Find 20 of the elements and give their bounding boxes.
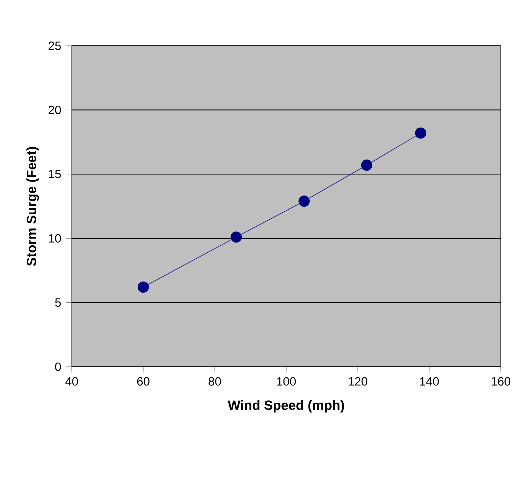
y-tick-label: 15 [49, 170, 62, 179]
y-tick-label: 10 [49, 234, 62, 243]
x-tick-label: 40 [66, 377, 78, 386]
x-tick-label: 80 [208, 377, 222, 386]
y-tick-label: 25 [48, 42, 62, 50]
y-axis-title: Storm Surge (Feet) [26, 147, 40, 266]
point [138, 282, 150, 293]
y-tick-label: 20 [48, 106, 62, 114]
y-tick-label: 5 [55, 298, 62, 307]
x-tick-label: 160 [492, 377, 511, 386]
x-tick-label: 100 [277, 377, 296, 386]
x-tick-label: 140 [420, 377, 440, 386]
y-tick-label: 0 [55, 362, 62, 372]
point [361, 160, 373, 172]
x-axis-title: Wind Speed (mph) [228, 400, 344, 413]
point [415, 128, 427, 139]
point [298, 196, 310, 207]
x-tick-label: 60 [137, 377, 150, 386]
x-tick-label: 120 [348, 377, 368, 386]
point [230, 232, 242, 243]
